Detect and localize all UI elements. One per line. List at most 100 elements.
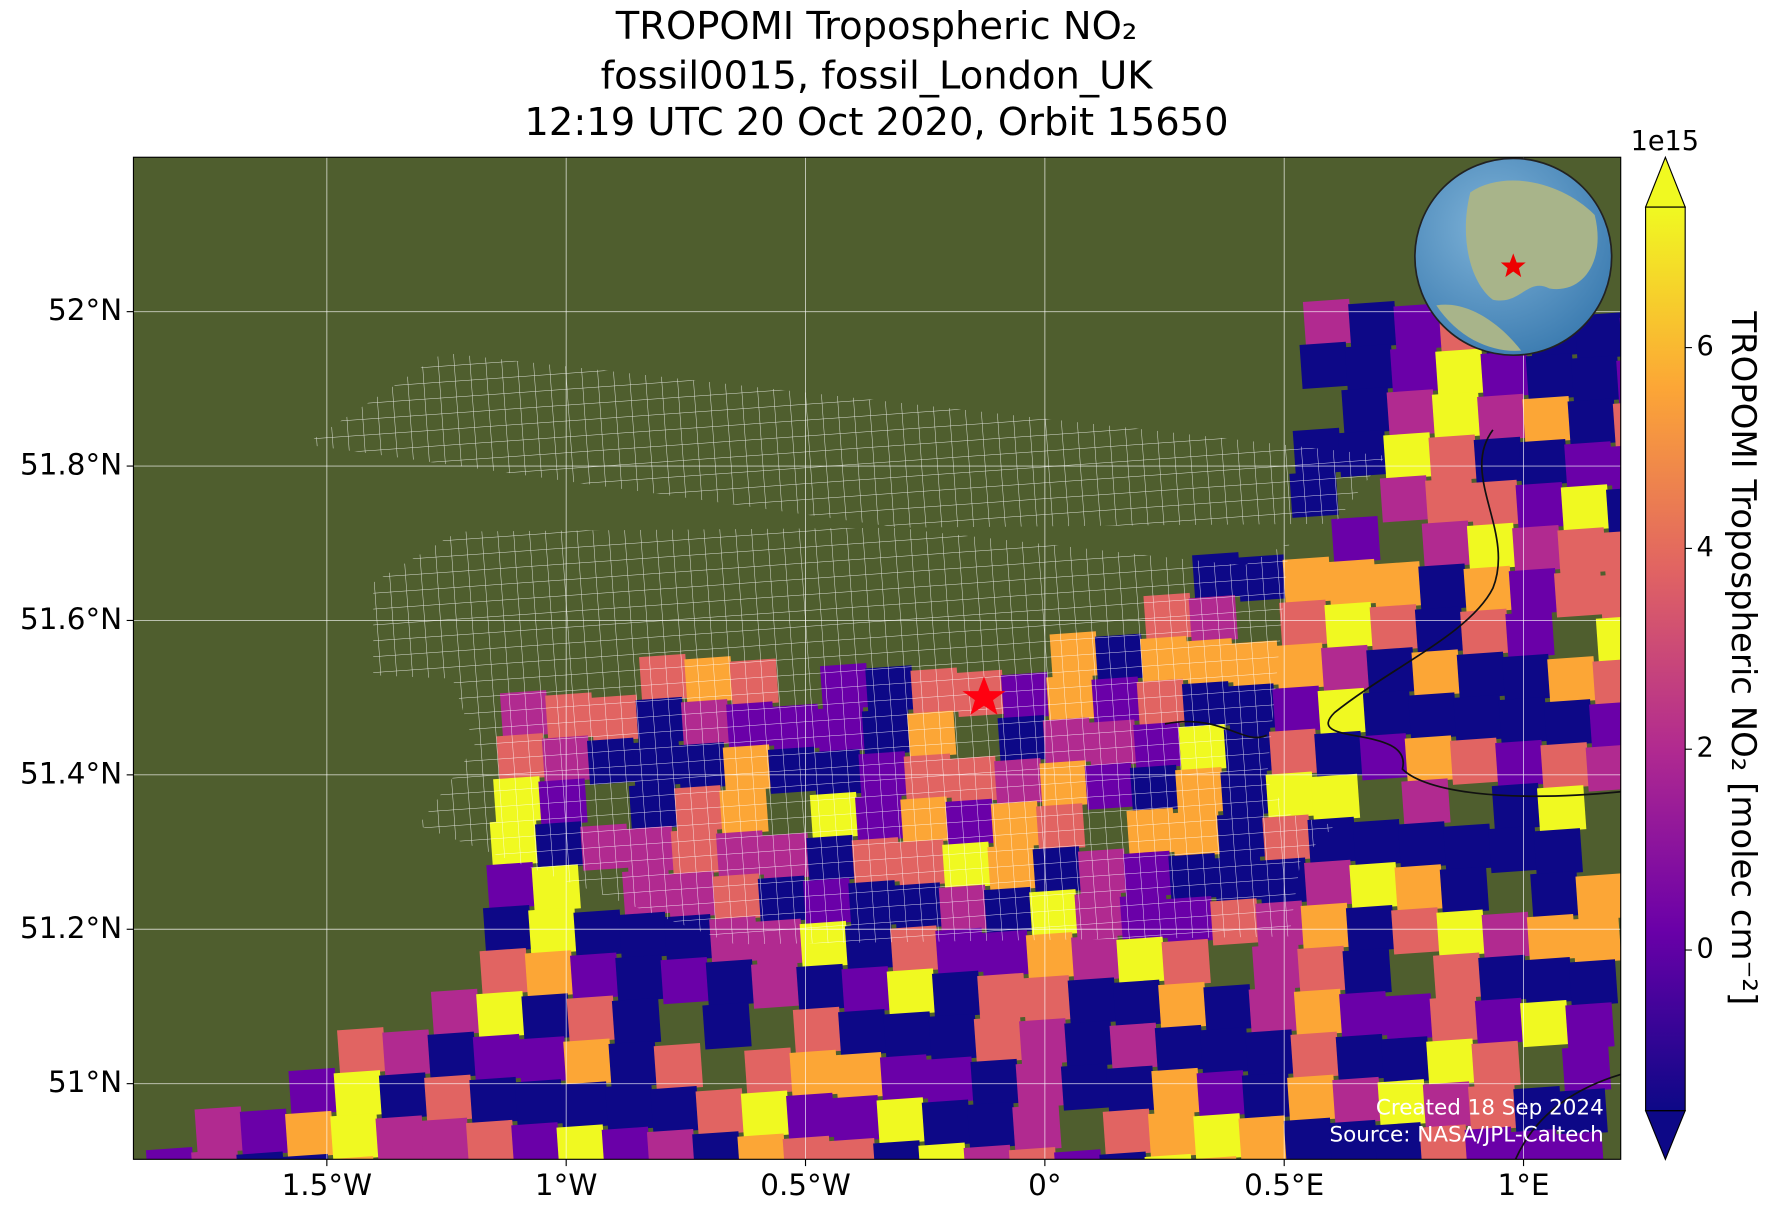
pixel [928, 1013, 978, 1061]
pixel [792, 1006, 843, 1055]
pixel [573, 909, 623, 957]
map-area [133, 157, 1621, 1208]
pixel [145, 1147, 196, 1160]
pixel [1384, 993, 1434, 1041]
pixel [1371, 1165, 1420, 1208]
pixel [1283, 1117, 1334, 1160]
pixel [653, 1042, 704, 1091]
pixel [194, 1106, 244, 1154]
pixel [740, 1090, 791, 1138]
pixel [646, 1128, 697, 1160]
pixel [598, 1170, 647, 1208]
pixel [1386, 389, 1436, 437]
pixel [1477, 393, 1527, 442]
pixel [375, 1115, 425, 1160]
pixel [1116, 936, 1166, 984]
pixel [1540, 742, 1590, 790]
pixel [1401, 778, 1451, 826]
pixel [695, 1088, 745, 1136]
pixel [1366, 647, 1416, 695]
pixel [1537, 785, 1587, 833]
pixel [1268, 728, 1319, 776]
pixel [1419, 1124, 1469, 1160]
pixel [524, 950, 575, 998]
pixel [1344, 344, 1395, 392]
pixel [1436, 909, 1486, 957]
pixel [1383, 432, 1433, 480]
pixel [1416, 1167, 1465, 1208]
pixel [1432, 952, 1483, 1000]
pixel [1488, 825, 1538, 874]
graticule [133, 157, 1621, 1160]
pixel [472, 1033, 523, 1082]
pixel [1466, 522, 1517, 570]
pixel [977, 972, 1027, 1021]
pixel [615, 954, 665, 1003]
x-tick-label: 1.5°W [282, 1168, 373, 1202]
pixel [566, 995, 616, 1043]
pixel [1144, 1153, 1194, 1160]
pixel [1025, 932, 1076, 980]
pixel [1560, 484, 1611, 532]
pixel [239, 1108, 290, 1156]
pixel [870, 1183, 919, 1208]
pixel [960, 1188, 1009, 1208]
pixel [1589, 701, 1621, 749]
pixel [1512, 524, 1562, 573]
pixel [1533, 828, 1583, 876]
pixel [517, 1036, 568, 1084]
pixel [1349, 862, 1399, 910]
pixel [608, 1040, 658, 1088]
pixel [963, 1144, 1013, 1160]
pixel [1064, 1020, 1114, 1068]
pixel [1314, 730, 1364, 779]
pixel [1585, 744, 1621, 792]
pixel [486, 862, 536, 910]
pixel [1561, 1045, 1612, 1093]
pixel [966, 1101, 1017, 1150]
target-marker [962, 676, 1006, 715]
pixel [1470, 479, 1520, 527]
pixel [1272, 685, 1322, 733]
pixel [921, 1099, 972, 1147]
colorbar-tick-label: 2 [1696, 733, 1713, 764]
pixel [1109, 1022, 1159, 1070]
pixel [1241, 1072, 1292, 1120]
pixel [692, 1131, 742, 1160]
pixel [1147, 1110, 1198, 1159]
pixel [1389, 346, 1440, 394]
x-tick-label: 0.5°E [1244, 1168, 1324, 1202]
pixel [737, 1133, 787, 1160]
colorbar-tick-label: 4 [1696, 532, 1713, 563]
pixel [1232, 1201, 1281, 1208]
pixel [1099, 1151, 1149, 1160]
pixel [528, 907, 578, 955]
pixel [1151, 1067, 1201, 1116]
title-line: TROPOMI Tropospheric NO₂ [615, 4, 1138, 49]
pixel [1022, 975, 1072, 1023]
pixel [744, 1047, 794, 1095]
pixel [465, 1119, 516, 1160]
pixel [915, 1185, 964, 1208]
pixel [1564, 441, 1614, 489]
pixel [1245, 1029, 1295, 1077]
pixel [1161, 938, 1211, 987]
pixel [482, 905, 533, 953]
pixel [330, 1113, 380, 1160]
pixel [1342, 947, 1392, 996]
pixel [1199, 1027, 1250, 1075]
credit: Created 18 Sep 2024 [1376, 1095, 1604, 1120]
pixel [559, 1081, 610, 1129]
colorbar-tick-label: 6 [1696, 331, 1713, 362]
pixel [1435, 348, 1485, 396]
pixel [288, 1067, 338, 1116]
pixel [1421, 520, 1471, 568]
pixel [1352, 819, 1402, 867]
pixel [796, 963, 846, 1012]
pixel [1449, 737, 1500, 785]
x-tick-label: 0.5°W [760, 1168, 851, 1202]
pixel [1158, 981, 1208, 1030]
pixel [285, 1110, 335, 1159]
pixel [1196, 1070, 1246, 1118]
pixel [789, 1049, 839, 1098]
